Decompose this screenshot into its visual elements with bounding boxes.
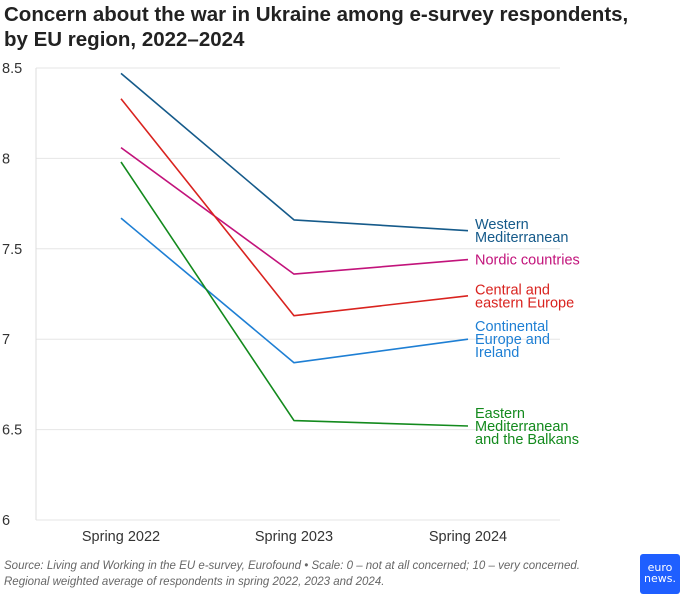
series-label-central-and-eastern-europe: eastern Europe [475, 295, 574, 311]
grid-lines [35, 67, 560, 521]
series-label-eastern-mediterranean-and-the-balkans: Mediterranean [475, 419, 569, 435]
series-label-eastern-mediterranean-and-the-balkans: Eastern [475, 406, 525, 422]
series-line-nordic-countries [120, 146, 469, 275]
x-tick-label-spring-2024: Spring 2024 [429, 529, 507, 545]
x-tick-label-spring-2022: Spring 2022 [82, 529, 160, 545]
y-axis: 6 6.5 7 7.5 8 8.5 [2, 61, 22, 529]
source-line-2: Regional weighted average of respondents… [4, 575, 385, 588]
euronews-logo: euro news. [640, 554, 680, 594]
series-label-continental-europe-and-ireland: Europe and [475, 332, 550, 348]
series-label-eastern-mediterranean-and-the-balkans: and the Balkans [475, 432, 579, 448]
y-tick-label: 8.5 [2, 61, 22, 77]
y-tick-label: 7 [2, 332, 10, 348]
chart-title-line-2: by EU region, 2022–2024 [4, 28, 245, 51]
logo-line-1: euro [647, 561, 673, 574]
chart-title-line-1: Concern about the war in Ukraine among e… [4, 3, 629, 26]
series-line-eastern-mediterranean-and-the-balkans [120, 161, 469, 427]
source-note: Source: Living and Working in the EU e-s… [4, 559, 624, 590]
logo-line-2: news. [644, 571, 676, 585]
series-label-continental-europe-and-ireland: Continental [475, 319, 548, 335]
series-line-central-and-eastern-europe [120, 98, 469, 317]
chart-title: Concern about the war in Ukraine among e… [4, 2, 694, 52]
y-tick-label: 8 [2, 151, 10, 167]
y-tick-label: 6 [2, 513, 10, 529]
series-line-continental-europe-and-ireland [120, 217, 469, 364]
x-axis: Spring 2022 Spring 2023 Spring 2024 [82, 529, 507, 545]
source-line-1: Source: Living and Working in the EU e-s… [4, 560, 580, 572]
y-tick-label: 6.5 [2, 423, 22, 439]
series-label-western-mediterranean: Western [475, 217, 529, 233]
series-label-central-and-eastern-europe: Central and [475, 282, 550, 298]
series-lines [120, 72, 469, 427]
series-label-western-mediterranean: Mediterranean [475, 230, 569, 246]
series-label-nordic-countries: Nordic countries [475, 253, 580, 269]
series-line-western-mediterranean [120, 72, 469, 232]
x-tick-label-spring-2023: Spring 2023 [255, 529, 333, 545]
series-label-continental-europe-and-ireland: Ireland [475, 345, 519, 361]
y-tick-label: 7.5 [2, 242, 22, 258]
